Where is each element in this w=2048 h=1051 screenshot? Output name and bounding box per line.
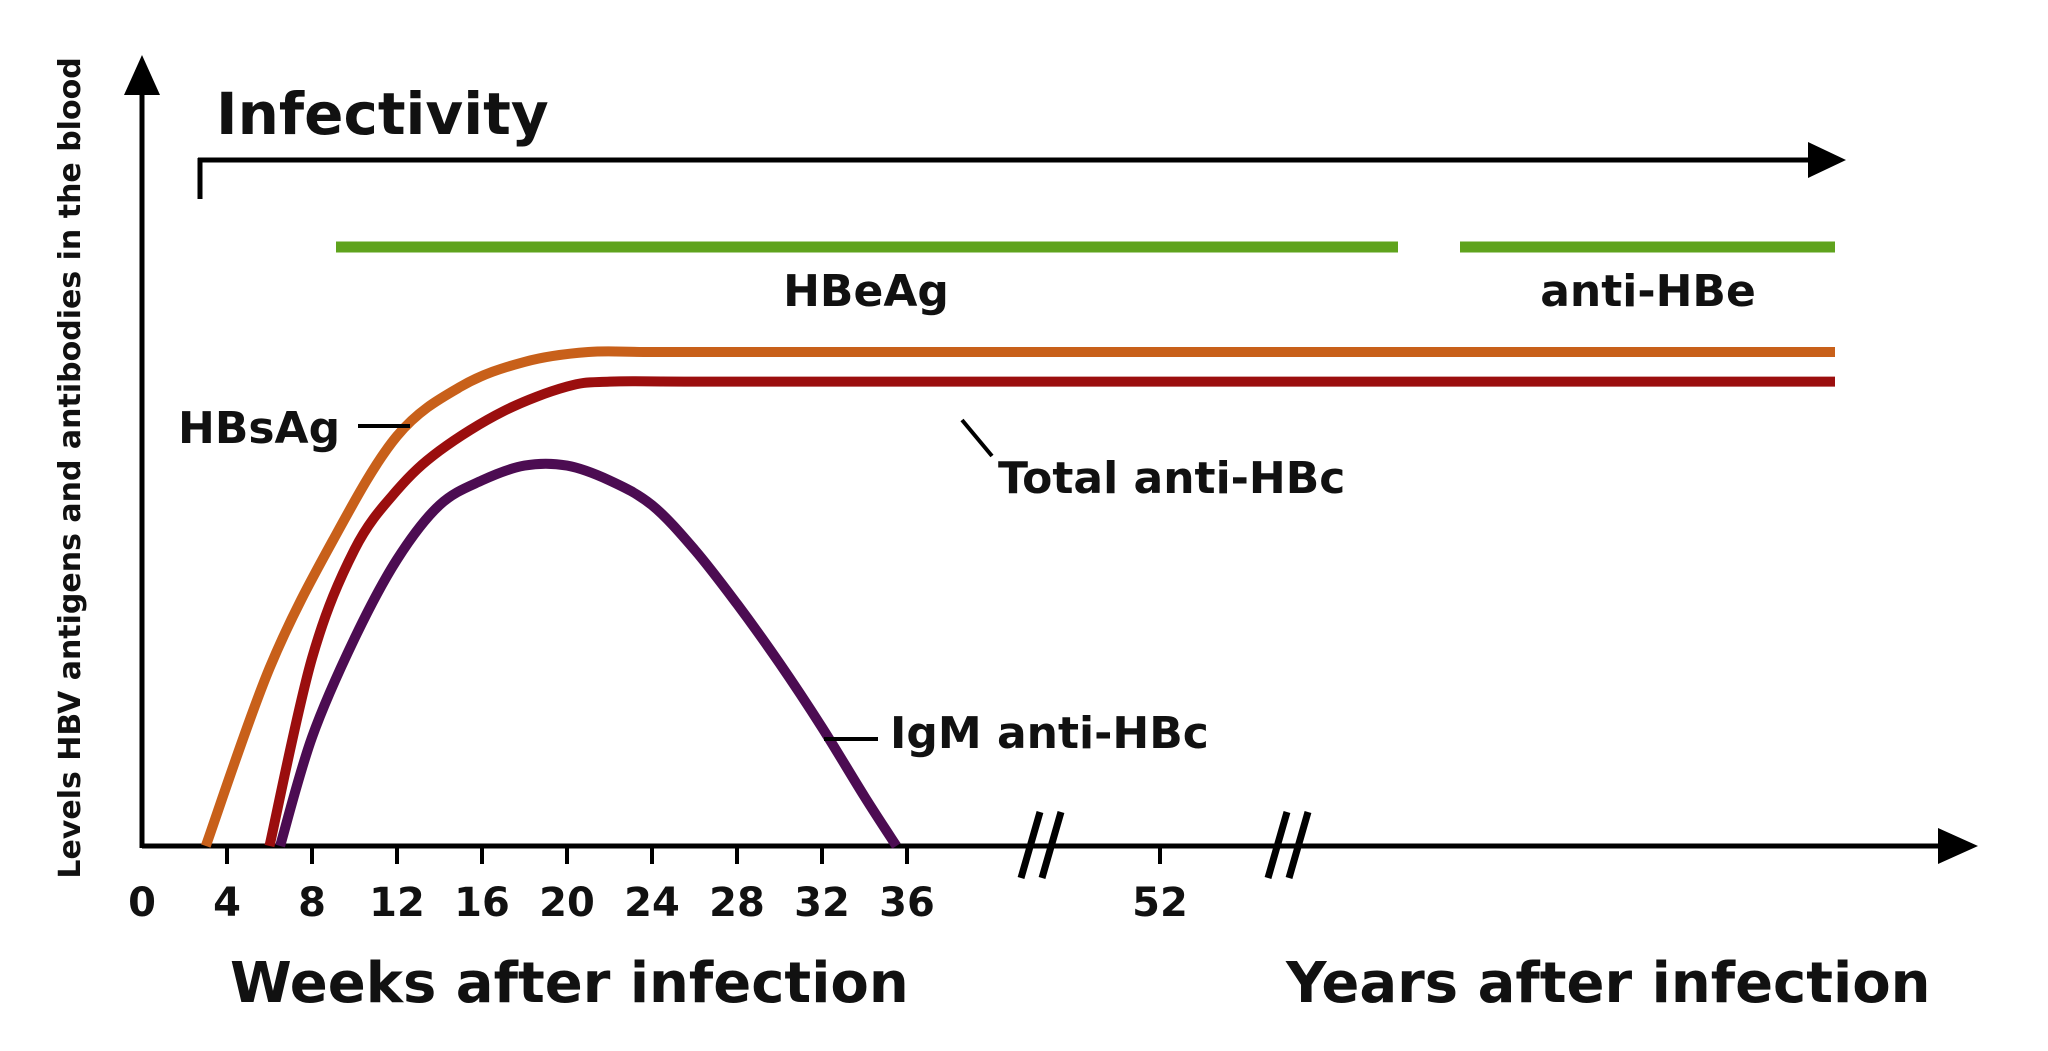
x-tick-label: 28 <box>709 880 765 926</box>
axis-break-1 <box>1017 811 1065 879</box>
x-axis-title-years: Years after infection <box>1285 951 1931 1016</box>
infectivity-label: Infectivity <box>216 80 549 148</box>
anti-hbe-label: anti-HBe <box>1540 266 1756 317</box>
x-tick-label: 20 <box>539 880 595 926</box>
x-tick-label: 12 <box>369 880 425 926</box>
x-tick-label: 0 <box>128 880 156 926</box>
x-tick-label: 52 <box>1132 880 1188 926</box>
x-axis-ticks: 0 4 8 12 16 20 24 28 32 36 52 <box>128 846 1188 926</box>
y-axis-arrowhead <box>124 55 160 95</box>
axis-break-2 <box>1264 811 1312 879</box>
total-anti-hbc-leader-line <box>960 418 994 458</box>
x-tick-label: 4 <box>213 880 241 926</box>
hbsag-label: HBsAg <box>178 403 340 454</box>
series-curves <box>201 346 1835 849</box>
igm-anti-hbc-label: IgM anti-HBc <box>890 708 1209 759</box>
total-anti-hbc-label: Total anti-HBc <box>998 453 1345 504</box>
y-axis-title: Levels HBV antigens and antibodies in th… <box>53 57 88 878</box>
x-tick-label: 36 <box>879 880 935 926</box>
x-axis-title-weeks: Weeks after infection <box>230 951 909 1016</box>
x-axis-arrowhead <box>1938 828 1978 864</box>
x-tick-label: 24 <box>624 880 680 926</box>
x-tick-label: 32 <box>794 880 850 926</box>
x-tick-label: 16 <box>454 880 510 926</box>
total-anti-hbc-curve <box>264 376 1835 848</box>
infectivity-arrowhead <box>1808 142 1846 178</box>
x-tick-label: 8 <box>298 880 326 926</box>
hbsag-curve <box>201 346 1835 848</box>
hbeag-label: HBeAg <box>783 266 949 317</box>
igm-anti-hbc-curve <box>275 458 901 849</box>
